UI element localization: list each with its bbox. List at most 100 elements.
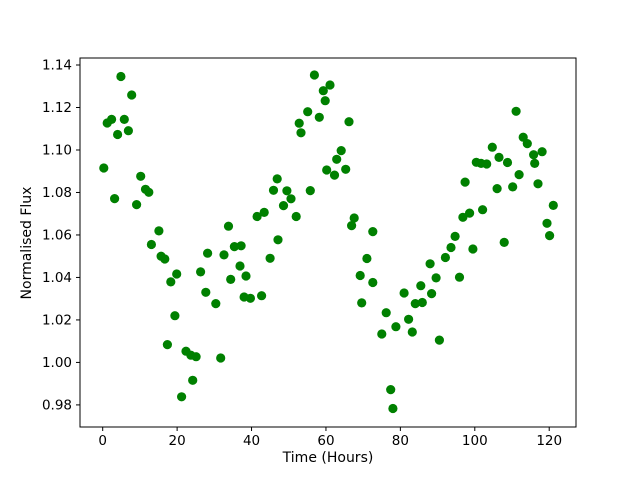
data-point	[407, 327, 417, 337]
data-point	[291, 211, 301, 222]
data-point	[329, 170, 340, 180]
data-point	[162, 340, 172, 350]
x-axis: 0 20 40 60 80 100 120	[98, 427, 562, 449]
data-point	[110, 194, 120, 204]
data-point	[196, 267, 206, 277]
data-point	[410, 299, 420, 309]
data-point	[116, 71, 126, 82]
data-point	[425, 259, 435, 269]
data-point	[320, 96, 330, 106]
y-tick-label: 1.08	[42, 185, 72, 201]
data-point	[107, 114, 117, 124]
data-point	[492, 184, 502, 194]
data-point	[282, 186, 292, 196]
data-point	[211, 299, 221, 309]
y-tick-label: 1.04	[42, 270, 72, 286]
data-point	[341, 164, 351, 174]
data-point	[427, 289, 437, 299]
data-point	[542, 218, 552, 228]
data-point	[201, 287, 211, 297]
data-point	[166, 277, 176, 287]
y-tick-label: 1.06	[42, 227, 72, 243]
data-point	[508, 182, 518, 192]
data-point	[454, 272, 465, 282]
data-point	[265, 253, 275, 263]
y-tick-label: 1.10	[42, 142, 72, 158]
data-point	[511, 106, 521, 116]
x-axis-title: Time (Hours)	[282, 450, 374, 466]
data-point	[146, 239, 156, 250]
data-point	[257, 291, 267, 301]
data-point	[268, 185, 279, 195]
data-point	[127, 90, 137, 100]
data-point	[399, 288, 409, 298]
y-tick-label: 1.14	[42, 58, 72, 74]
data-point	[325, 80, 335, 90]
data-point	[170, 311, 180, 321]
y-tick-label: 1.00	[42, 355, 72, 371]
data-point	[278, 201, 289, 211]
data-point	[465, 208, 475, 218]
data-point	[216, 353, 226, 363]
data-point	[235, 261, 245, 271]
data-point	[434, 335, 444, 345]
x-tick-label: 40	[243, 433, 260, 449]
data-point	[252, 211, 262, 222]
data-point	[203, 248, 213, 258]
data-point	[487, 142, 497, 152]
data-point	[458, 212, 468, 222]
data-point	[450, 231, 460, 241]
x-tick-label: 100	[462, 433, 488, 449]
data-point	[177, 392, 187, 402]
data-point	[229, 242, 239, 252]
data-point	[460, 177, 470, 187]
data-point	[368, 227, 378, 237]
data-point	[318, 86, 328, 96]
data-point	[191, 352, 201, 362]
data-point	[113, 129, 123, 140]
y-tick-label: 1.12	[42, 100, 72, 116]
data-point	[347, 221, 357, 231]
y-tick-label: 0.98	[42, 397, 72, 413]
data-point	[440, 252, 450, 263]
data-point	[309, 70, 319, 80]
data-point	[522, 139, 532, 149]
data-point	[482, 159, 492, 169]
data-point	[391, 322, 401, 332]
data-point	[144, 187, 154, 197]
data-point	[499, 237, 509, 247]
data-point	[529, 150, 539, 160]
data-point	[548, 200, 558, 210]
data-point	[219, 250, 229, 260]
data-point	[537, 147, 547, 157]
data-point	[172, 269, 182, 279]
data-point	[241, 271, 251, 281]
data-point	[416, 281, 426, 291]
data-point	[533, 179, 543, 189]
data-point	[386, 385, 396, 395]
data-points	[99, 70, 558, 414]
data-point	[286, 194, 296, 204]
data-point	[226, 274, 236, 284]
x-tick-label: 80	[392, 433, 409, 449]
data-point	[349, 213, 359, 223]
x-tick-label: 60	[317, 433, 334, 449]
x-tick-label: 120	[536, 433, 562, 449]
data-point	[377, 329, 387, 339]
data-point	[332, 154, 342, 164]
data-point	[478, 205, 488, 215]
data-point	[344, 117, 354, 127]
data-point	[119, 114, 129, 124]
x-tick-label: 0	[98, 433, 107, 449]
x-tick-label: 20	[169, 433, 186, 449]
data-point	[381, 308, 391, 318]
data-point	[388, 403, 398, 414]
data-point	[154, 226, 164, 236]
data-point	[322, 165, 332, 175]
data-point	[296, 128, 306, 138]
data-point	[305, 186, 315, 196]
data-point	[368, 277, 378, 288]
